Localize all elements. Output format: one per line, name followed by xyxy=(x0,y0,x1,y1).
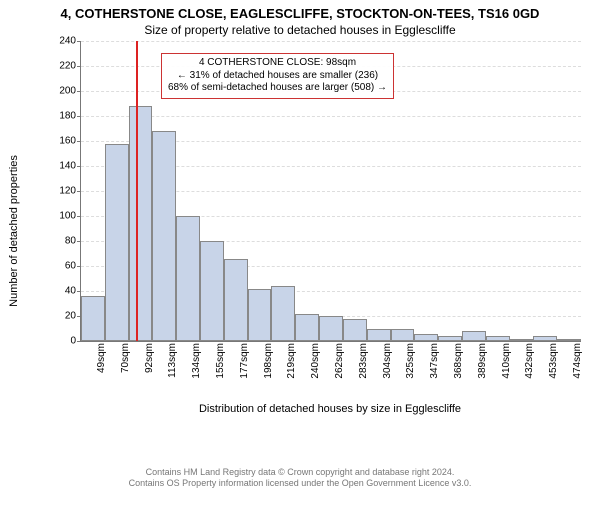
y-tick-label: 80 xyxy=(46,236,76,247)
histogram-bar xyxy=(200,241,224,341)
y-tick-label: 140 xyxy=(46,161,76,172)
x-tick-label: 432sqm xyxy=(524,343,535,379)
y-tick-mark xyxy=(77,116,81,117)
annotation-box: 4 COTHERSTONE CLOSE: 98sqm ← 31% of deta… xyxy=(161,53,394,99)
annotation-line-2: ← 31% of detached houses are smaller (23… xyxy=(168,70,387,83)
histogram-bar xyxy=(510,339,534,342)
histogram-bar xyxy=(438,336,462,341)
annotation-line-3: 68% of semi-detached houses are larger (… xyxy=(168,82,387,95)
histogram-bar xyxy=(224,259,248,342)
y-tick-label: 180 xyxy=(46,111,76,122)
x-tick-label: 155sqm xyxy=(215,343,226,379)
y-tick-mark xyxy=(77,91,81,92)
x-tick-label: 198sqm xyxy=(263,343,274,379)
y-tick-mark xyxy=(77,41,81,42)
y-tick-label: 220 xyxy=(46,61,76,72)
histogram-bar xyxy=(105,144,129,342)
x-tick-label: 389sqm xyxy=(477,343,488,379)
y-tick-label: 20 xyxy=(46,311,76,322)
y-tick-mark xyxy=(77,241,81,242)
histogram-bar xyxy=(343,319,367,342)
x-axis-label: Distribution of detached houses by size … xyxy=(80,403,580,415)
y-tick-mark xyxy=(77,291,81,292)
histogram-bar xyxy=(152,131,176,341)
x-tick-label: 134sqm xyxy=(191,343,202,379)
x-tick-label: 177sqm xyxy=(239,343,250,379)
y-tick-mark xyxy=(77,66,81,67)
x-tick-label: 219sqm xyxy=(286,343,297,379)
histogram-bar xyxy=(271,286,295,341)
histogram-bar xyxy=(129,106,153,341)
y-tick-mark xyxy=(77,191,81,192)
x-tick-label: 240sqm xyxy=(310,343,321,379)
x-tick-label: 325sqm xyxy=(405,343,416,379)
chart-container: Number of detached properties 4 COTHERST… xyxy=(20,41,580,421)
y-tick-mark xyxy=(77,341,81,342)
gridline xyxy=(81,41,581,42)
x-tick-label: 347sqm xyxy=(429,343,440,379)
y-tick-label: 100 xyxy=(46,211,76,222)
histogram-bar xyxy=(414,334,438,342)
x-tick-label: 113sqm xyxy=(167,343,178,378)
x-tick-label: 368sqm xyxy=(453,343,464,379)
histogram-bar xyxy=(248,289,272,342)
y-tick-mark xyxy=(77,216,81,217)
gridline xyxy=(81,116,581,117)
y-tick-label: 240 xyxy=(46,36,76,47)
property-marker-line xyxy=(136,41,138,341)
x-tick-label: 410sqm xyxy=(501,343,512,379)
histogram-bar xyxy=(557,339,581,342)
y-tick-label: 60 xyxy=(46,261,76,272)
histogram-bar xyxy=(176,216,200,341)
page-title-address: 4, COTHERSTONE CLOSE, EAGLESCLIFFE, STOC… xyxy=(0,6,600,21)
footer-attribution: Contains HM Land Registry data © Crown c… xyxy=(0,467,600,490)
x-tick-label: 453sqm xyxy=(548,343,559,379)
x-tick-label: 49sqm xyxy=(96,343,107,373)
y-tick-label: 0 xyxy=(46,336,76,347)
y-tick-label: 160 xyxy=(46,136,76,147)
page-subtitle: Size of property relative to detached ho… xyxy=(0,23,600,37)
histogram-bar xyxy=(367,329,391,342)
y-tick-label: 40 xyxy=(46,286,76,297)
y-tick-mark xyxy=(77,166,81,167)
footer-line-2: Contains OS Property information license… xyxy=(0,478,600,489)
y-tick-mark xyxy=(77,141,81,142)
x-tick-label: 262sqm xyxy=(334,343,345,379)
y-tick-mark xyxy=(77,266,81,267)
x-tick-label: 474sqm xyxy=(572,343,583,379)
histogram-bar xyxy=(295,314,319,342)
histogram-bar xyxy=(391,329,415,342)
histogram-bar xyxy=(486,336,510,341)
histogram-bar xyxy=(319,316,343,341)
footer-line-1: Contains HM Land Registry data © Crown c… xyxy=(0,467,600,478)
y-tick-label: 120 xyxy=(46,186,76,197)
y-axis-label: Number of detached properties xyxy=(8,155,20,307)
x-tick-label: 304sqm xyxy=(382,343,393,379)
histogram-bar xyxy=(81,296,105,341)
plot-area: 4 COTHERSTONE CLOSE: 98sqm ← 31% of deta… xyxy=(80,41,581,342)
histogram-bar xyxy=(533,336,557,341)
y-tick-label: 200 xyxy=(46,86,76,97)
histogram-bar xyxy=(462,331,486,341)
annotation-line-1: 4 COTHERSTONE CLOSE: 98sqm xyxy=(168,57,387,70)
x-tick-label: 92sqm xyxy=(144,343,155,373)
x-tick-label: 70sqm xyxy=(120,343,131,373)
x-tick-label: 283sqm xyxy=(358,343,369,379)
